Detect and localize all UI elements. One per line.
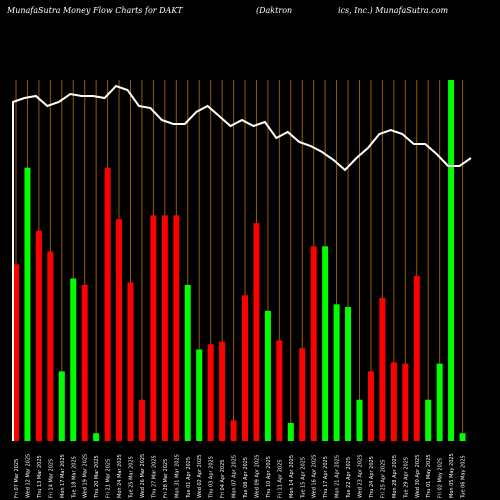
bar [104, 167, 111, 441]
tick-label: Thu 24 Apr 2025 [369, 456, 375, 499]
bar [13, 264, 19, 441]
bar [379, 297, 386, 441]
bar [299, 348, 306, 441]
tick-label: Thu 03 Apr 2025 [209, 456, 215, 499]
bar [448, 80, 455, 441]
bar [138, 399, 145, 441]
tick-label: Thu 27 Mar 2025 [151, 455, 157, 499]
volume-bars [13, 80, 466, 441]
tick-label: Tue 08 Apr 2025 [243, 457, 249, 499]
tick-label: Thu 20 Mar 2025 [94, 455, 100, 499]
tick-label: Thu 13 Mar 2025 [37, 455, 43, 499]
tick-label: Fri 14 Mar 2025 [48, 459, 54, 498]
tick-label: Wed 23 Apr 2025 [358, 455, 364, 498]
tick-label: Mon 05 May 2025 [449, 453, 455, 498]
bar [356, 399, 363, 441]
bar [242, 295, 248, 441]
chart-title: MunafaSutra Money Flow Charts for DAKT [7, 6, 183, 15]
tick-label: Tue 22 Apr 2025 [346, 457, 352, 499]
bar [207, 344, 214, 441]
tick-label: Mon 28 Apr 2025 [392, 455, 398, 498]
tick-label: Thu 10 Apr 2025 [266, 456, 272, 499]
bar [425, 399, 432, 441]
bar [436, 363, 443, 441]
bar [47, 251, 54, 441]
bar [35, 230, 42, 441]
bar [264, 310, 271, 441]
tick-label: Thu 17 Apr 2025 [323, 456, 329, 499]
tick-label: Fri 11 Apr 2025 [277, 460, 283, 498]
bar [184, 284, 191, 441]
tick-label: Tue 25 Mar 2025 [129, 456, 135, 499]
money-flow-polyline [12, 84, 472, 441]
tick-label: Tue 06 May 2025 [461, 455, 467, 499]
tick-label: Fri 28 Mar 2025 [163, 459, 169, 498]
tick-label: Wed 12 Mar 2025 [25, 454, 31, 498]
tick-label: Mon 21 Apr 2025 [335, 455, 341, 498]
bar [402, 363, 409, 441]
bar [367, 371, 374, 441]
bar [196, 349, 203, 441]
tick-label: Thu 01 May 2025 [426, 454, 432, 499]
tick-label: Wed 30 Apr 2025 [415, 455, 421, 498]
company-name-part-2: ics, Inc.) MunafaSutra.com [338, 6, 449, 15]
bar [173, 215, 180, 441]
date-axis-labels: Fri 07 Mar 2025 Wed 12 Mar 2025 Thu 13 Mar… [14, 453, 467, 499]
tick-label: Mon 14 Apr 2025 [289, 455, 295, 498]
tick-label: Fri 07 Mar 2025 [14, 459, 20, 498]
tick-label: Wed 09 Apr 2025 [254, 455, 260, 498]
tick-label: Wed 02 Apr 2025 [197, 455, 203, 498]
tick-label: Fri 25 Apr 2025 [380, 460, 386, 498]
bar [253, 223, 260, 441]
tick-label: Fri 04 Apr 2025 [220, 460, 226, 498]
bar [345, 306, 352, 441]
tick-label: Tue 15 Apr 2025 [300, 457, 306, 499]
bar [81, 284, 88, 441]
bar [287, 422, 294, 441]
tick-label: Wed 16 Apr 2025 [312, 455, 318, 498]
tick-label: Tue 18 Mar 2025 [71, 456, 77, 499]
tick-label: Mon 07 Apr 2025 [232, 455, 238, 498]
tick-label: Tue 01 Apr 2025 [186, 457, 192, 499]
tick-label: Fri 02 May 2025 [438, 458, 444, 498]
bar [310, 246, 317, 441]
tick-label: Tue 29 Apr 2025 [403, 457, 409, 499]
bar [333, 304, 340, 441]
tick-label: Mon 31 Mar 2025 [174, 454, 180, 498]
bar [459, 433, 466, 441]
bar [413, 275, 420, 441]
bar [219, 341, 226, 441]
bar [161, 215, 168, 441]
bar [116, 219, 123, 441]
bar [24, 167, 31, 441]
tick-label: Fri 21 Mar 2025 [106, 459, 112, 498]
tick-label: Mon 17 Mar 2025 [60, 454, 66, 498]
bar [93, 433, 100, 441]
money-flow-line [12, 84, 472, 441]
bar [276, 340, 283, 441]
bar [230, 420, 237, 441]
bar [127, 282, 134, 441]
bar [70, 278, 77, 441]
company-name-part-1: (Daktron [256, 6, 293, 15]
bar [322, 246, 329, 441]
bar [390, 362, 397, 441]
tick-label: Wed 26 Mar 2025 [140, 454, 146, 498]
bar [150, 215, 157, 441]
tick-label: Mon 24 Mar 2025 [117, 454, 123, 498]
bar [58, 371, 65, 441]
tick-label: Wed 19 Mar 2025 [83, 454, 89, 498]
